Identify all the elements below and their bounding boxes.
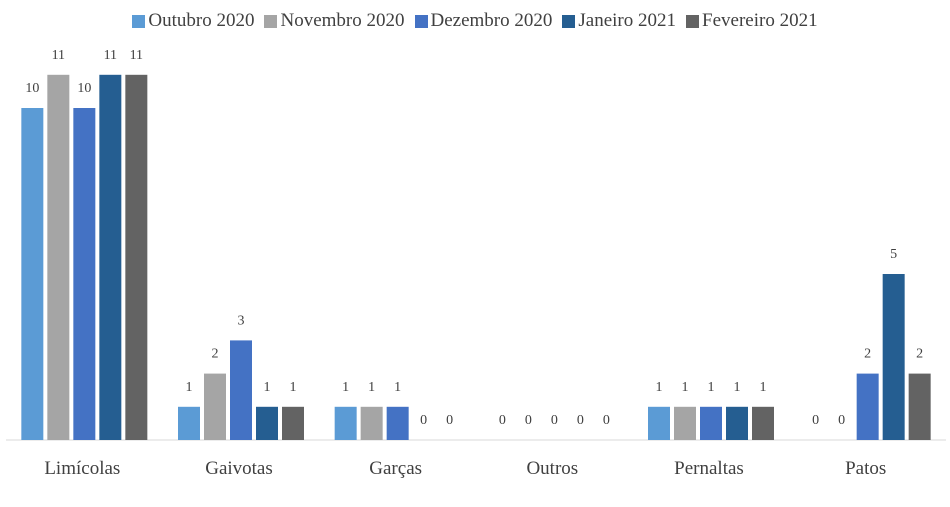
legend-item: Janeiro 2021 xyxy=(562,10,676,32)
bar xyxy=(125,74,148,441)
bar xyxy=(882,274,905,440)
bar xyxy=(256,406,278,440)
x-tick-label: Limícolas xyxy=(44,458,120,479)
legend-item: Outubro 2020 xyxy=(132,10,254,32)
bar xyxy=(204,373,226,440)
bar xyxy=(908,373,931,440)
data-label: 1 xyxy=(656,380,663,395)
legend-label: Novembro 2020 xyxy=(280,10,405,31)
data-label: 11 xyxy=(130,48,143,63)
legend-swatch xyxy=(414,14,428,28)
bar xyxy=(674,406,696,440)
x-tick-label: Pernaltas xyxy=(674,458,744,479)
legend-swatch xyxy=(562,14,576,28)
data-label: 1 xyxy=(682,380,689,395)
data-label: 1 xyxy=(264,380,271,395)
data-label: 10 xyxy=(77,81,91,96)
bar xyxy=(752,406,774,440)
bar xyxy=(648,406,670,440)
bar xyxy=(856,373,879,440)
bar xyxy=(73,108,96,440)
data-label: 0 xyxy=(577,413,584,428)
bar xyxy=(21,108,44,440)
data-label: 0 xyxy=(446,413,453,428)
data-label: 10 xyxy=(25,81,39,96)
x-tick-label: Gaivotas xyxy=(205,458,273,479)
x-tick-label: Outros xyxy=(526,458,578,479)
data-label: 3 xyxy=(238,313,245,328)
data-label: 1 xyxy=(760,380,767,395)
data-label: 0 xyxy=(838,413,845,428)
bar xyxy=(700,406,722,440)
data-label: 2 xyxy=(916,347,923,362)
legend-swatch xyxy=(264,14,278,28)
bar xyxy=(282,406,304,440)
data-label: 1 xyxy=(734,380,741,395)
legend-item: Novembro 2020 xyxy=(264,10,405,32)
legend-swatch xyxy=(686,14,700,28)
legend-swatch xyxy=(132,14,146,28)
legend-item: Dezembro 2020 xyxy=(414,10,553,32)
data-label: 5 xyxy=(890,247,897,262)
data-label: 1 xyxy=(368,380,375,395)
legend-item: Fevereiro 2021 xyxy=(686,10,818,32)
data-label: 0 xyxy=(525,413,532,428)
bar xyxy=(99,74,122,441)
data-label: 2 xyxy=(212,347,219,362)
bar xyxy=(334,406,357,440)
data-label: 1 xyxy=(394,380,401,395)
x-tick-label: Patos xyxy=(845,458,886,479)
data-label: 11 xyxy=(104,48,117,63)
legend-label: Dezembro 2020 xyxy=(430,10,553,31)
data-label: 0 xyxy=(603,413,610,428)
bar xyxy=(386,406,409,440)
data-label: 0 xyxy=(420,413,427,428)
legend-label: Janeiro 2021 xyxy=(578,10,677,31)
data-label: 11 xyxy=(52,48,65,63)
bar xyxy=(47,74,70,441)
bar xyxy=(230,340,252,440)
data-label: 2 xyxy=(864,347,871,362)
data-label: 0 xyxy=(499,413,506,428)
data-label: 0 xyxy=(551,413,558,428)
data-label: 1 xyxy=(342,380,349,395)
legend-label: Fevereiro 2021 xyxy=(702,10,818,31)
data-label: 1 xyxy=(708,380,715,395)
legend: Outubro 2020 Novembro 2020 Dezembro 2020 Ja… xyxy=(0,10,950,32)
legend-label: Outubro 2020 xyxy=(148,10,255,31)
bar xyxy=(726,406,748,440)
data-label: 0 xyxy=(812,413,819,428)
bar xyxy=(360,406,383,440)
x-tick-label: Garças xyxy=(369,458,422,479)
bar xyxy=(178,406,200,440)
data-label: 1 xyxy=(186,380,193,395)
data-label: 1 xyxy=(290,380,297,395)
